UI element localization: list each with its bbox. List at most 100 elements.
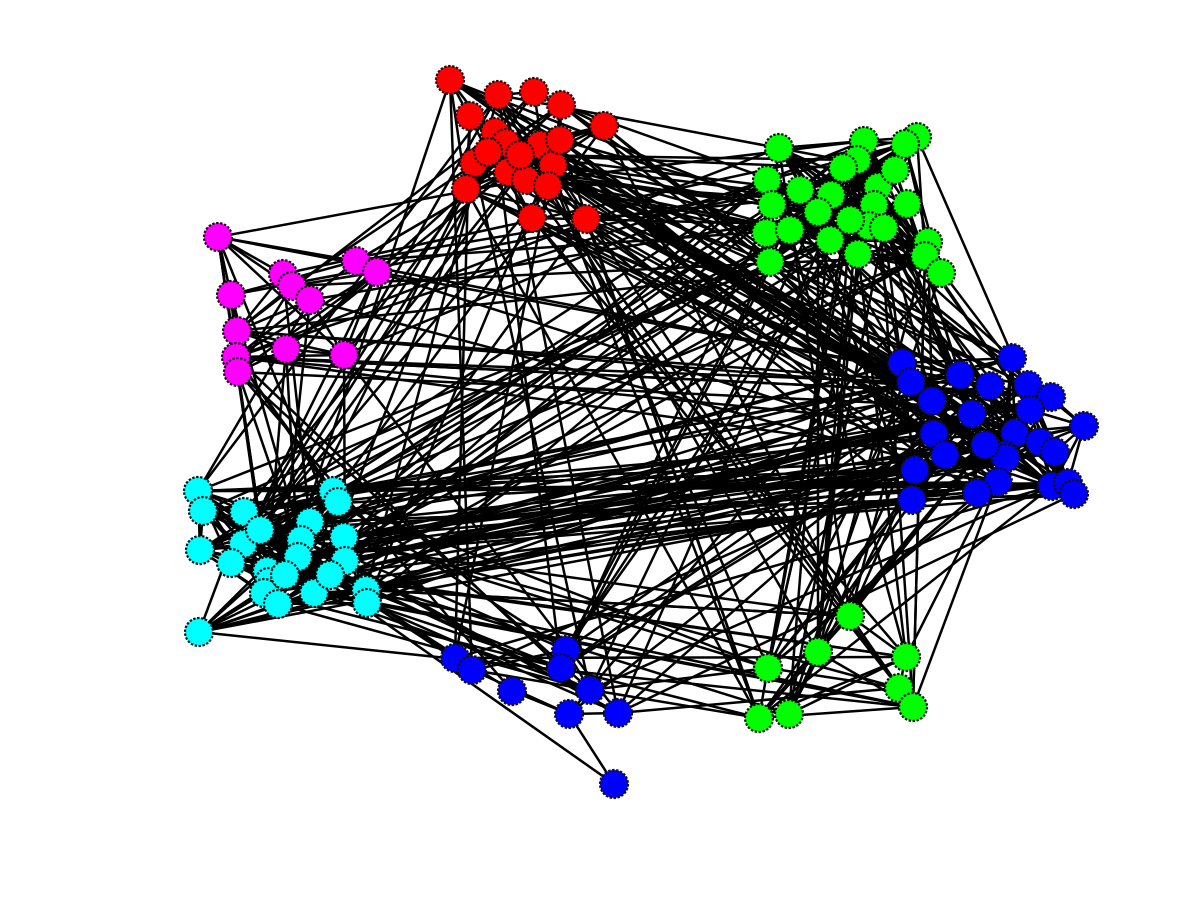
graph-edge	[564, 224, 871, 652]
graph-edge	[364, 373, 962, 592]
graph-node-green	[891, 188, 923, 220]
graph-edge	[262, 591, 761, 720]
graph-node-green	[802, 196, 834, 228]
graph-node-blue-east	[1035, 381, 1067, 413]
graph-node-magenta	[222, 356, 254, 388]
graph-node-blue-south	[545, 652, 577, 684]
graph-edge	[364, 424, 1086, 592]
graph-edge	[766, 380, 913, 670]
graph-node-cyan	[314, 559, 346, 591]
graph-node-green-south	[773, 698, 805, 730]
graph-node-green	[814, 224, 846, 256]
graph-edge	[616, 432, 936, 715]
graph-edge	[504, 141, 620, 715]
graph-node-green-south	[802, 636, 834, 668]
graph-edge	[564, 373, 962, 652]
graph-edge	[559, 399, 934, 670]
graph-node-green-south	[890, 641, 922, 673]
graph-edge	[308, 298, 1000, 484]
graph-node-green	[751, 164, 783, 196]
graph-edge	[229, 184, 550, 565]
graph-node-green	[889, 128, 921, 160]
graph-node-blue-east	[961, 477, 993, 509]
graph-node-red	[450, 173, 482, 205]
graph-node-green	[756, 189, 788, 221]
graph-node-cyan	[269, 559, 301, 591]
graph-edge	[281, 135, 919, 276]
graph-edge	[336, 500, 770, 670]
graph-edge	[290, 254, 927, 288]
graph-node-cyan	[322, 486, 354, 518]
graph-edge	[267, 252, 860, 584]
graph-edge	[588, 666, 770, 692]
graph-node-green	[754, 246, 786, 278]
graph-edge	[312, 188, 802, 595]
graph-edge	[848, 380, 913, 618]
graph-node-blue-south	[456, 654, 488, 686]
graph-edge	[788, 228, 908, 659]
graph-node-magenta	[221, 315, 253, 347]
graph-node-blue-east	[916, 385, 948, 417]
graph-node-blue-east	[944, 359, 976, 391]
graph-edge	[564, 218, 852, 652]
graph-node-magenta	[202, 221, 234, 253]
graph-node-red	[545, 89, 577, 121]
graph-node-blue-south	[574, 674, 606, 706]
graph-edge	[312, 591, 915, 709]
graph-node-blue-east	[1014, 394, 1046, 426]
graph-node-blue-east	[929, 439, 961, 471]
graph-edge	[284, 347, 300, 559]
graph-node-blue-south	[598, 768, 630, 800]
graph-edge	[567, 271, 943, 716]
graph-edge	[616, 686, 901, 715]
graph-node-blue-east	[974, 370, 1006, 402]
graph-node-green	[834, 204, 866, 236]
graph-node-cyan	[215, 547, 247, 579]
graph-edge	[518, 153, 859, 162]
graph-edge	[196, 489, 770, 670]
graph-node-blue-east	[996, 342, 1028, 374]
graph-edge	[234, 355, 1017, 435]
graph-node-green-south	[897, 691, 929, 723]
graph-node-cyan	[351, 587, 383, 619]
graph-edge	[343, 443, 987, 563]
graph-edge	[787, 655, 908, 716]
graph-edge	[312, 254, 927, 595]
graph-edge	[328, 178, 769, 577]
edge-layer	[196, 78, 1086, 786]
graph-node-magenta	[361, 256, 393, 288]
node-layer	[182, 64, 1100, 800]
graph-node-green	[925, 257, 957, 289]
graph-node-green	[842, 238, 874, 270]
graph-node-blue-south	[553, 698, 585, 730]
graph-node-cyan	[244, 514, 276, 546]
graph-edge	[559, 383, 1030, 670]
graph-node-green	[879, 154, 911, 186]
graph-edge	[281, 272, 312, 524]
graph-edge	[196, 298, 312, 493]
graph-node-red	[434, 64, 466, 96]
graph-edge	[766, 666, 901, 690]
graph-edge	[876, 185, 915, 709]
graph-edge	[867, 224, 1042, 444]
graph-node-green	[868, 212, 900, 244]
graph-node-blue-east	[896, 484, 928, 516]
graph-node-cyan	[187, 495, 219, 527]
graph-node-cyan	[298, 577, 330, 609]
graph-node-red	[518, 76, 550, 108]
graph-node-blue-east	[969, 429, 1001, 461]
graph-node-blue-east	[956, 398, 988, 430]
graph-edge	[342, 178, 769, 357]
graph-edge	[493, 130, 563, 670]
graph-edge	[757, 443, 987, 720]
graph-node-green-south	[834, 600, 866, 632]
graph-edge	[588, 210, 820, 692]
graph-edge	[236, 370, 1032, 412]
graph-edge	[258, 202, 909, 532]
graph-node-red	[482, 79, 514, 111]
graph-node-blue-east	[1039, 436, 1071, 468]
graph-edge	[470, 668, 761, 720]
graph-node-cyan	[228, 496, 260, 528]
graph-edge	[453, 184, 550, 660]
graph-node-red	[516, 202, 548, 234]
